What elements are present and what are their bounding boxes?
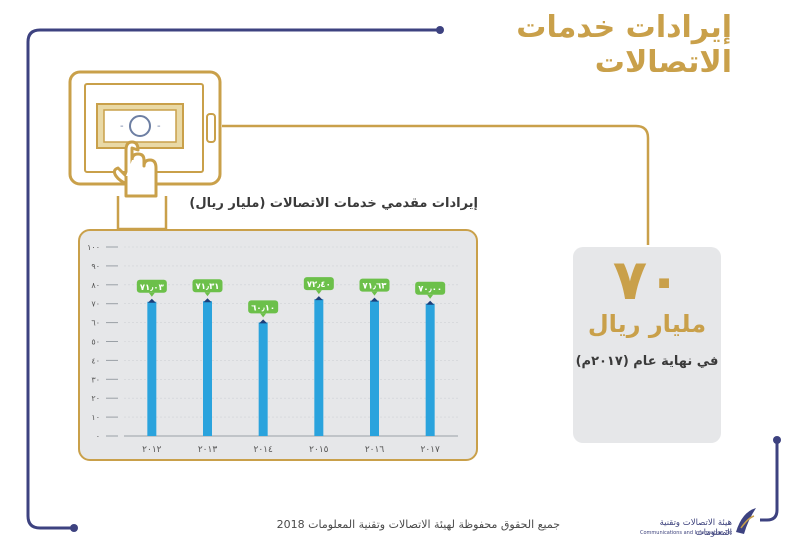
logo-icon [736, 508, 756, 534]
bar-cap [426, 300, 435, 305]
chart-caption: إيرادات مقدمي خدمات الاتصالات (مليار ريا… [189, 196, 478, 211]
chart-bar [370, 300, 379, 436]
data-label-bg [359, 278, 390, 292]
banknote-icon: - - [96, 103, 184, 149]
stat-unit: مليار ريال [587, 310, 707, 338]
data-label: ٦٠٫١٠ [251, 303, 275, 313]
x-tick-label: ٢٠١٧ [420, 445, 440, 455]
data-label: ٧١٫٦٣ [363, 282, 388, 292]
frame-dot-top [436, 26, 444, 34]
frame-dot-right [773, 436, 781, 444]
logo-english-text: Communications and Information Technolog… [640, 530, 732, 536]
data-label: ٧٠٫٠٠ [418, 285, 442, 295]
connector-line [222, 124, 650, 245]
bar-cap [370, 297, 379, 302]
frame-line-right [760, 440, 779, 522]
y-tick-label: ٠ [96, 432, 100, 441]
data-label: ٧٢٫٤٠ [307, 280, 331, 290]
y-tick-label: ٥٠ [91, 338, 100, 347]
data-label-bg [303, 277, 334, 291]
logo-arabic-text: هيئة الاتصالات وتقنية المعلومات [659, 518, 732, 538]
data-label-pointer [371, 291, 378, 296]
y-tick-label: ١٠٠ [87, 243, 100, 252]
chart-panel [78, 229, 478, 461]
stat-card [573, 247, 721, 443]
chart-bar [258, 322, 268, 436]
data-label-bg [415, 281, 446, 295]
stat-subtitle: في نهاية عام (٢٠١٧م) [575, 354, 719, 369]
bar-cap [147, 298, 156, 303]
y-tick-label: ٨٠ [91, 281, 100, 290]
y-tick-label: ٣٠ [91, 375, 100, 384]
x-tick-label: ٢٠١٥ [309, 445, 329, 455]
y-tick-label: ٩٠ [91, 262, 100, 271]
data-label: ٧١٫٣١ [196, 282, 220, 292]
x-tick-label: ٢٠١٤ [253, 445, 273, 455]
bar-chart: ٠ ١٠ ٢٠ ٣٠ ٤٠ ٥٠ ٦٠ ٧٠ ٨٠ ٩٠ ١٠٠ ٧١٫٠٣ ٢٠١٢ ٧١٫٣١ ٢٠١٣… [87, 243, 458, 455]
data-label-pointer [427, 294, 434, 299]
data-label-pointer [260, 313, 267, 318]
frame-line [26, 28, 440, 530]
chart-bar [314, 299, 324, 436]
copyright-footer: جميع الحقوق محفوظة لهيئة الاتصالات وتقني… [276, 518, 560, 531]
chart-bar [425, 303, 435, 436]
data-label-bg [136, 279, 167, 293]
y-tick-label: ١٠ [91, 413, 100, 422]
y-tick-label: ٤٠ [91, 356, 100, 365]
page-title: إيرادات خدمات الاتصالات [516, 10, 732, 80]
x-tick-label: ٢٠١٢ [142, 445, 162, 455]
frame-dot-bottom [70, 524, 78, 532]
data-label-pointer [148, 292, 155, 297]
stat-number: ٧٠ [612, 248, 682, 313]
y-tick-label: ٢٠ [91, 394, 100, 403]
y-tick-label: ٦٠ [91, 319, 100, 328]
hand-pointer-icon [112, 140, 158, 198]
chart-bar [203, 301, 212, 436]
x-tick-label: ٢٠١٣ [198, 445, 218, 455]
bar-cap [314, 296, 323, 301]
data-label-pointer [204, 292, 211, 297]
data-label-pointer [315, 290, 322, 295]
svg-text:-: - [157, 121, 161, 132]
svg-text:-: - [120, 121, 124, 132]
x-tick-label: ٢٠١٦ [365, 445, 385, 455]
bar-cap [203, 298, 212, 303]
chart-bar [147, 301, 157, 436]
bar-cap [259, 319, 268, 324]
data-label: ٧١٫٠٣ [140, 283, 165, 293]
data-label-bg [248, 300, 279, 314]
data-label-bg [192, 279, 223, 293]
y-tick-label: ٧٠ [91, 300, 100, 309]
